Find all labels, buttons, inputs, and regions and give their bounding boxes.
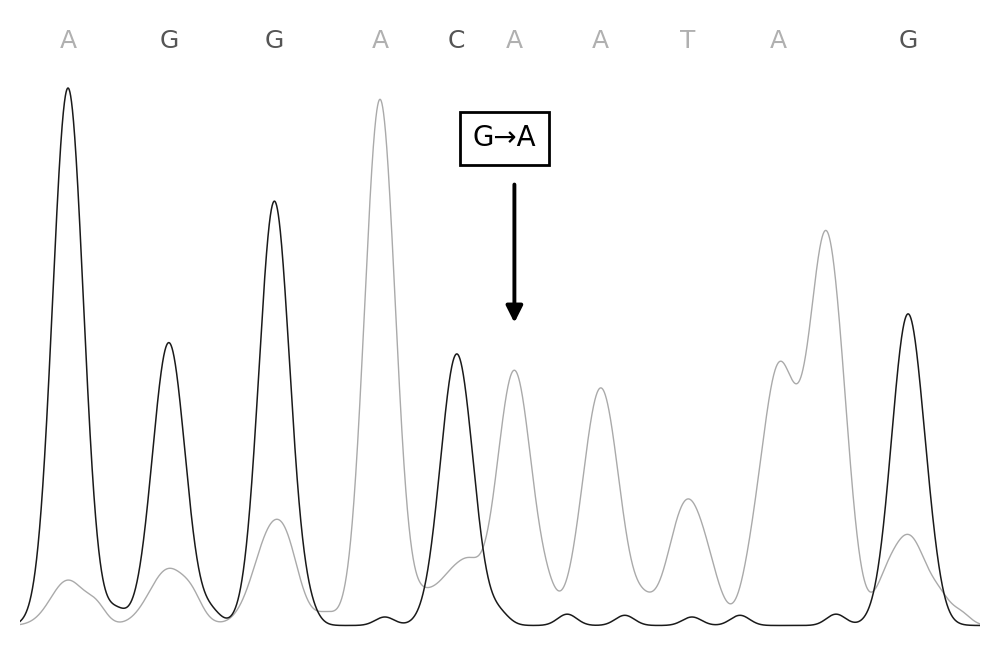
Text: G→A: G→A — [473, 124, 537, 152]
Text: A: A — [770, 29, 787, 53]
Text: C: C — [448, 29, 465, 53]
Text: A: A — [59, 29, 77, 53]
Text: G: G — [159, 29, 178, 53]
Text: A: A — [592, 29, 609, 53]
Text: T: T — [680, 29, 695, 53]
Text: A: A — [371, 29, 389, 53]
Text: G: G — [898, 29, 918, 53]
Text: A: A — [506, 29, 523, 53]
Text: G: G — [265, 29, 284, 53]
